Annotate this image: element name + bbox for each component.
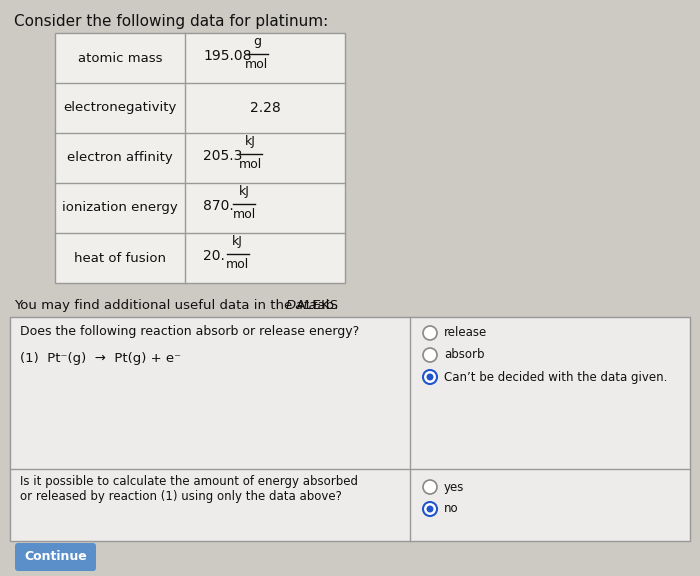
Bar — [10, 317, 690, 541]
Text: You may find additional useful data in the ALEKS: You may find additional useful data in t… — [14, 299, 342, 312]
Text: mol: mol — [226, 258, 249, 271]
Text: 2.28: 2.28 — [250, 101, 281, 115]
Text: mol: mol — [232, 208, 256, 221]
Text: (1)  Pt⁻(g)  →  Pt(g) + e⁻: (1) Pt⁻(g) → Pt(g) + e⁻ — [20, 352, 181, 365]
Text: Can’t be decided with the data given.: Can’t be decided with the data given. — [444, 370, 667, 384]
Circle shape — [423, 370, 437, 384]
Circle shape — [423, 480, 437, 494]
Text: 205.3: 205.3 — [203, 149, 242, 163]
Text: mol: mol — [246, 58, 269, 71]
Circle shape — [423, 502, 437, 516]
Bar — [55, 33, 345, 283]
Text: 870.: 870. — [203, 199, 234, 213]
Text: no: no — [444, 502, 458, 516]
Text: mol: mol — [239, 158, 262, 171]
Text: 20.: 20. — [203, 249, 225, 263]
Text: absorb: absorb — [444, 348, 484, 362]
Text: electron affinity: electron affinity — [67, 151, 173, 165]
Text: electronegativity: electronegativity — [63, 101, 176, 115]
Circle shape — [423, 326, 437, 340]
Text: tab.: tab. — [308, 299, 338, 312]
Text: 195.08: 195.08 — [203, 49, 251, 63]
Text: Does the following reaction absorb or release energy?: Does the following reaction absorb or re… — [20, 325, 359, 338]
Circle shape — [426, 373, 433, 381]
Text: heat of fusion: heat of fusion — [74, 252, 166, 264]
Text: Continue: Continue — [24, 551, 87, 563]
FancyBboxPatch shape — [15, 543, 96, 571]
Text: Data: Data — [286, 299, 318, 312]
Circle shape — [426, 506, 433, 513]
Circle shape — [423, 348, 437, 362]
Text: release: release — [444, 327, 487, 339]
Text: g: g — [253, 35, 261, 48]
Text: kJ: kJ — [232, 235, 243, 248]
Text: atomic mass: atomic mass — [78, 51, 162, 65]
Text: Consider the following data for platinum:: Consider the following data for platinum… — [14, 14, 328, 29]
Text: Is it possible to calculate the amount of energy absorbed
or released by reactio: Is it possible to calculate the amount o… — [20, 475, 358, 503]
Text: yes: yes — [444, 480, 464, 494]
Text: kJ: kJ — [239, 185, 249, 198]
Text: kJ: kJ — [245, 135, 256, 148]
Text: ionization energy: ionization energy — [62, 202, 178, 214]
